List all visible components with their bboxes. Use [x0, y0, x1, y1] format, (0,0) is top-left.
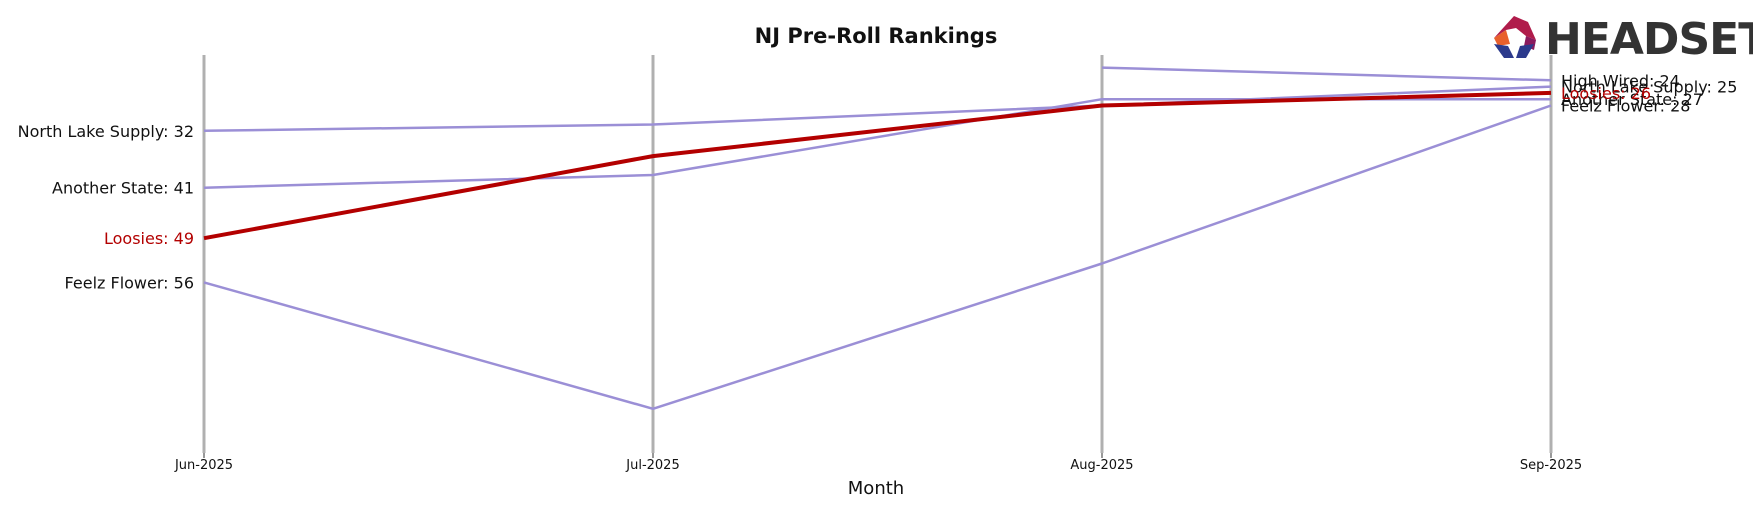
headset-logo: HEADSET [1494, 14, 1753, 65]
headset-logo-icon [1494, 16, 1536, 58]
x-tick-label: Jun-2025 [174, 458, 233, 473]
series-line-loosies [203, 90, 1552, 241]
chart-title: NJ Pre-Roll Rankings [755, 24, 998, 48]
series-lines [203, 66, 1552, 411]
series-line-north-lake-supply [203, 85, 1552, 133]
label-end-loosies: Loosies: 26 [1561, 84, 1651, 103]
x-tick-label: Aug-2025 [1070, 458, 1133, 473]
logo-text: HEADSET [1545, 14, 1753, 65]
x-tick-labels: Jun-2025 Jul-2025 Aug-2025 Sep-2025 [174, 458, 1582, 473]
label-start-another-state: Another State: 41 [52, 179, 194, 198]
label-start-feelz-flower: Feelz Flower: 56 [65, 273, 194, 292]
label-start-north-lake-supply: North Lake Supply: 32 [18, 122, 194, 141]
data-labels: High Wired: 24 North Lake Supply: 32 North… [18, 71, 1738, 292]
series-line-high-wired [1101, 66, 1552, 82]
label-end-feelz-flower: Feelz Flower: 28 [1561, 97, 1690, 116]
x-tick-label: Jul-2025 [625, 458, 679, 473]
label-end-high-wired: High Wired: 24 [1561, 71, 1680, 90]
x-tick-label: Sep-2025 [1520, 458, 1582, 473]
series-line-feelz-flower [203, 104, 1552, 411]
label-start-loosies: Loosies: 49 [104, 229, 194, 248]
grid-lines [202, 55, 1553, 458]
x-axis-label: Month [848, 478, 904, 499]
label-end-north-lake-supply: North Lake Supply: 25 [1561, 78, 1737, 97]
label-end-another-state: Another State: 27 [1561, 90, 1703, 109]
series-line-another-state [203, 97, 1551, 189]
